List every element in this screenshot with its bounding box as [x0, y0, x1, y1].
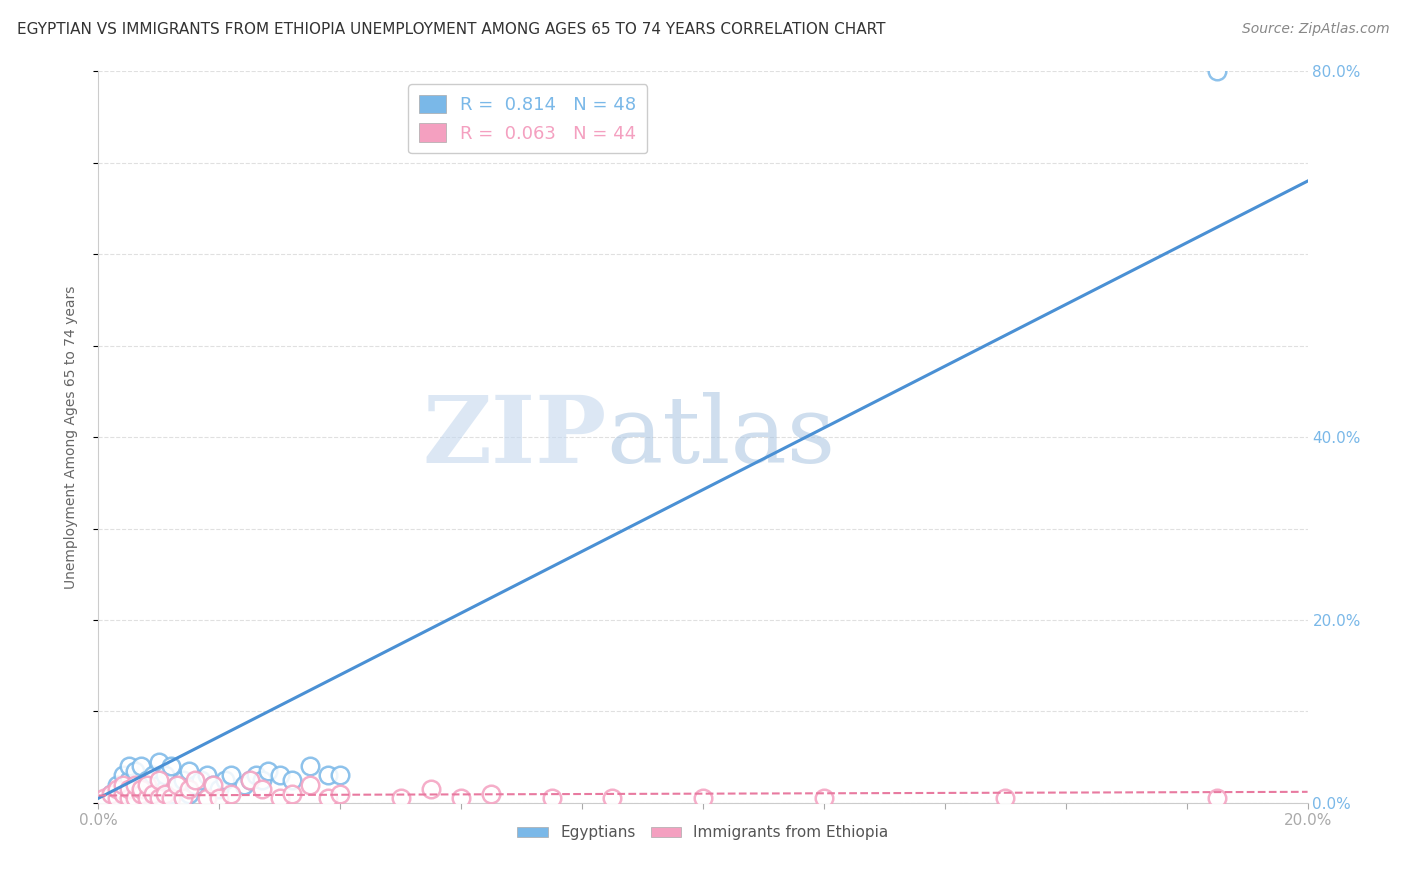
Point: [148, 791, 170, 805]
Point: [148, 772, 170, 787]
Point: [481, 787, 503, 801]
Point: [111, 787, 134, 801]
Point: [221, 787, 243, 801]
Point: [281, 787, 304, 801]
Point: [692, 791, 714, 805]
Point: [239, 772, 262, 787]
Point: [1206, 64, 1229, 78]
Point: [118, 772, 141, 787]
Legend: Egyptians, Immigrants from Ethiopia: Egyptians, Immigrants from Ethiopia: [512, 819, 894, 847]
Point: [994, 791, 1017, 805]
Point: [329, 768, 352, 782]
Point: [105, 778, 128, 792]
Point: [540, 791, 562, 805]
Point: [142, 787, 165, 801]
Point: [160, 759, 183, 773]
Point: [118, 759, 141, 773]
Point: [105, 791, 128, 805]
Point: [100, 787, 122, 801]
Point: [124, 791, 146, 805]
Y-axis label: Unemployment Among Ages 65 to 74 years: Unemployment Among Ages 65 to 74 years: [63, 285, 77, 589]
Point: [93, 791, 115, 805]
Point: [184, 778, 207, 792]
Point: [172, 791, 194, 805]
Point: [160, 791, 183, 805]
Point: [202, 778, 225, 792]
Point: [813, 791, 835, 805]
Point: [105, 791, 128, 805]
Point: [602, 791, 624, 805]
Point: [100, 787, 122, 801]
Point: [184, 772, 207, 787]
Point: [250, 772, 273, 787]
Point: [239, 772, 262, 787]
Point: [195, 791, 218, 805]
Point: [111, 768, 134, 782]
Point: [221, 768, 243, 782]
Point: [420, 782, 443, 797]
Point: [1206, 791, 1229, 805]
Point: [124, 782, 146, 797]
Point: [269, 791, 291, 805]
Point: [523, 92, 546, 106]
Point: [129, 787, 152, 801]
Text: Source: ZipAtlas.com: Source: ZipAtlas.com: [1241, 22, 1389, 37]
Point: [153, 787, 176, 801]
Point: [214, 772, 236, 787]
Point: [129, 782, 152, 797]
Point: [389, 791, 412, 805]
Point: [135, 782, 157, 797]
Point: [450, 791, 472, 805]
Point: [281, 772, 304, 787]
Point: [256, 764, 278, 778]
Point: [124, 778, 146, 792]
Point: [195, 768, 218, 782]
Point: [118, 782, 141, 797]
Point: [299, 778, 322, 792]
Point: [142, 768, 165, 782]
Point: [208, 782, 231, 797]
Text: EGYPTIAN VS IMMIGRANTS FROM ETHIOPIA UNEMPLOYMENT AMONG AGES 65 TO 74 YEARS CORR: EGYPTIAN VS IMMIGRANTS FROM ETHIOPIA UNE…: [17, 22, 886, 37]
Point: [148, 778, 170, 792]
Point: [329, 787, 352, 801]
Point: [160, 787, 183, 801]
Point: [129, 787, 152, 801]
Point: [232, 778, 254, 792]
Point: [179, 764, 201, 778]
Point: [190, 772, 212, 787]
Point: [166, 778, 188, 792]
Point: [105, 782, 128, 797]
Text: atlas: atlas: [606, 392, 835, 482]
Point: [316, 768, 339, 782]
Point: [118, 791, 141, 805]
Point: [118, 787, 141, 801]
Point: [172, 772, 194, 787]
Point: [148, 791, 170, 805]
Text: ZIP: ZIP: [422, 392, 606, 482]
Point: [250, 782, 273, 797]
Point: [299, 759, 322, 773]
Point: [202, 778, 225, 792]
Point: [129, 778, 152, 792]
Point: [135, 772, 157, 787]
Point: [179, 787, 201, 801]
Point: [124, 764, 146, 778]
Point: [245, 768, 267, 782]
Point: [179, 782, 201, 797]
Point: [269, 768, 291, 782]
Point: [111, 789, 134, 803]
Point: [208, 791, 231, 805]
Point: [129, 759, 152, 773]
Point: [153, 782, 176, 797]
Point: [135, 778, 157, 792]
Point: [135, 791, 157, 805]
Point: [316, 791, 339, 805]
Point: [111, 778, 134, 792]
Point: [166, 778, 188, 792]
Point: [142, 787, 165, 801]
Point: [124, 791, 146, 805]
Point: [148, 755, 170, 769]
Point: [153, 768, 176, 782]
